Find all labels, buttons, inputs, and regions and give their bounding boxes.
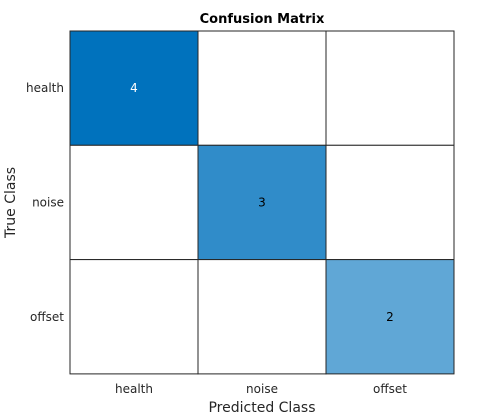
x-tick-label-noise: noise bbox=[246, 382, 278, 396]
y-tick-label-offset: offset bbox=[30, 310, 64, 324]
y-tick-label-noise: noise bbox=[32, 195, 64, 209]
matrix-cell-noise-offset bbox=[325, 144, 455, 261]
matrix-cell-health-offset bbox=[325, 30, 455, 146]
matrix-cell-offset-offset bbox=[325, 259, 455, 375]
y-axis-label: True Class bbox=[3, 167, 19, 239]
matrix-cell-health-health bbox=[69, 30, 199, 146]
y-tick-labels: health noise offset bbox=[26, 81, 64, 324]
x-axis-label: Predicted Class bbox=[208, 400, 315, 416]
y-tick-label-health: health bbox=[26, 81, 64, 95]
x-tick-label-health: health bbox=[115, 382, 153, 396]
chart-title: Confusion Matrix bbox=[200, 12, 325, 27]
matrix-cell-offset-health bbox=[69, 259, 199, 375]
matrix-cells: 4 3 2 bbox=[69, 30, 455, 375]
matrix-cell-noise-noise bbox=[197, 144, 327, 261]
cell-value-health-health: 4 bbox=[130, 81, 138, 95]
x-tick-label-offset: offset bbox=[373, 382, 407, 396]
cell-value-noise-noise: 3 bbox=[258, 195, 266, 209]
matrix-cell-offset-noise bbox=[197, 259, 327, 375]
x-tick-labels: health noise offset bbox=[115, 382, 407, 396]
matrix-cell-health-noise bbox=[197, 30, 327, 146]
cell-value-offset-offset: 2 bbox=[386, 310, 394, 324]
matrix-cell-noise-health bbox=[69, 144, 199, 261]
